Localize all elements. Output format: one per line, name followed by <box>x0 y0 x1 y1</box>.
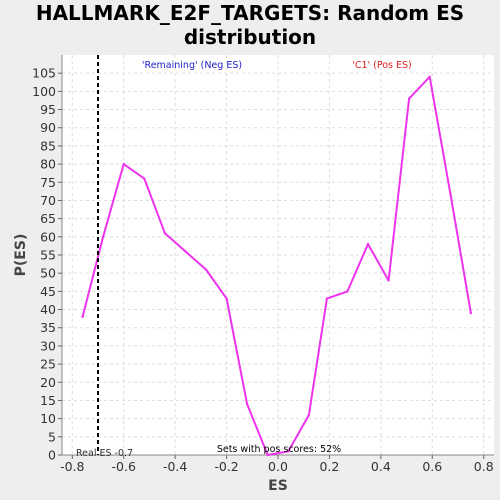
y-tick-label: 85 <box>40 138 56 153</box>
chart-title-line1: HALLMARK_E2F_TARGETS: Random ES <box>36 1 464 25</box>
y-tick-label: 5 <box>48 429 56 444</box>
x-tick-label: 0.0 <box>268 459 288 474</box>
y-tick-label: 0 <box>48 448 56 463</box>
x-tick-label: -0.4 <box>163 459 187 474</box>
data-point <box>325 297 329 300</box>
y-tick-label: 40 <box>40 302 56 317</box>
x-tick-label: 0.2 <box>319 459 339 474</box>
y-axis-label: P(ES) <box>13 234 29 277</box>
x-tick-label: -0.8 <box>60 459 84 474</box>
y-tick-label: 15 <box>40 393 56 408</box>
y-tick-label: 20 <box>40 375 56 390</box>
pos-scores-label: Sets with pos scores: 52% <box>217 444 341 455</box>
data-point <box>449 191 452 195</box>
y-tick-label: 65 <box>40 211 56 226</box>
data-point <box>287 450 290 453</box>
x-tick-label: 0.4 <box>371 459 391 474</box>
data-point <box>143 177 146 180</box>
axis-ticks: 0 5 10 15 20 25 30 35 40 45 50 55 60 65 70 75 80 85 90 95 10… <box>32 66 494 474</box>
y-tick-label: 60 <box>40 229 56 244</box>
y-tick-label: 10 <box>40 411 56 426</box>
y-tick-label: 25 <box>40 357 56 372</box>
data-point <box>81 315 84 319</box>
x-tick-label: 0.8 <box>474 459 494 474</box>
data-point <box>307 413 311 417</box>
data-point <box>245 402 249 406</box>
series-line <box>81 75 472 456</box>
grid <box>62 55 494 456</box>
data-point <box>184 250 187 253</box>
data-point <box>204 268 208 271</box>
data-point <box>346 290 349 293</box>
y-tick-label: 80 <box>40 157 56 172</box>
data-point <box>163 231 167 235</box>
y-tick-label: 50 <box>40 266 56 281</box>
data-point <box>101 235 105 239</box>
x-axis-label: ES <box>268 478 288 494</box>
y-tick-label: 55 <box>40 248 56 263</box>
chart-title-line2: distribution <box>184 25 316 49</box>
y-tick-label: 35 <box>40 320 56 335</box>
x-tick-label: -0.6 <box>112 459 136 474</box>
data-point <box>225 297 228 300</box>
real-es-label: Real ES -0.7 <box>76 448 133 459</box>
y-tick-label: 105 <box>32 66 56 81</box>
c1-pos-es-label: 'C1' (Pos ES) <box>352 60 412 71</box>
data-point <box>407 97 411 100</box>
y-tick-label: 70 <box>40 193 56 208</box>
remaining-neg-es-label: 'Remaining' (Neg ES) <box>142 60 242 71</box>
y-tick-label: 95 <box>40 102 56 117</box>
data-point <box>469 311 473 315</box>
y-tick-label: 30 <box>40 338 56 353</box>
data-point <box>122 162 125 166</box>
data-point <box>387 279 390 282</box>
data-point <box>266 453 269 457</box>
x-tick-label: -0.2 <box>214 459 238 474</box>
y-tick-label: 100 <box>32 84 56 99</box>
y-tick-label: 90 <box>40 120 56 135</box>
data-point <box>366 242 370 246</box>
y-tick-label: 45 <box>40 284 56 299</box>
data-point <box>428 75 431 79</box>
x-tick-label: 0.6 <box>422 459 442 474</box>
y-tick-label: 75 <box>40 175 56 190</box>
series-layer <box>81 75 473 457</box>
